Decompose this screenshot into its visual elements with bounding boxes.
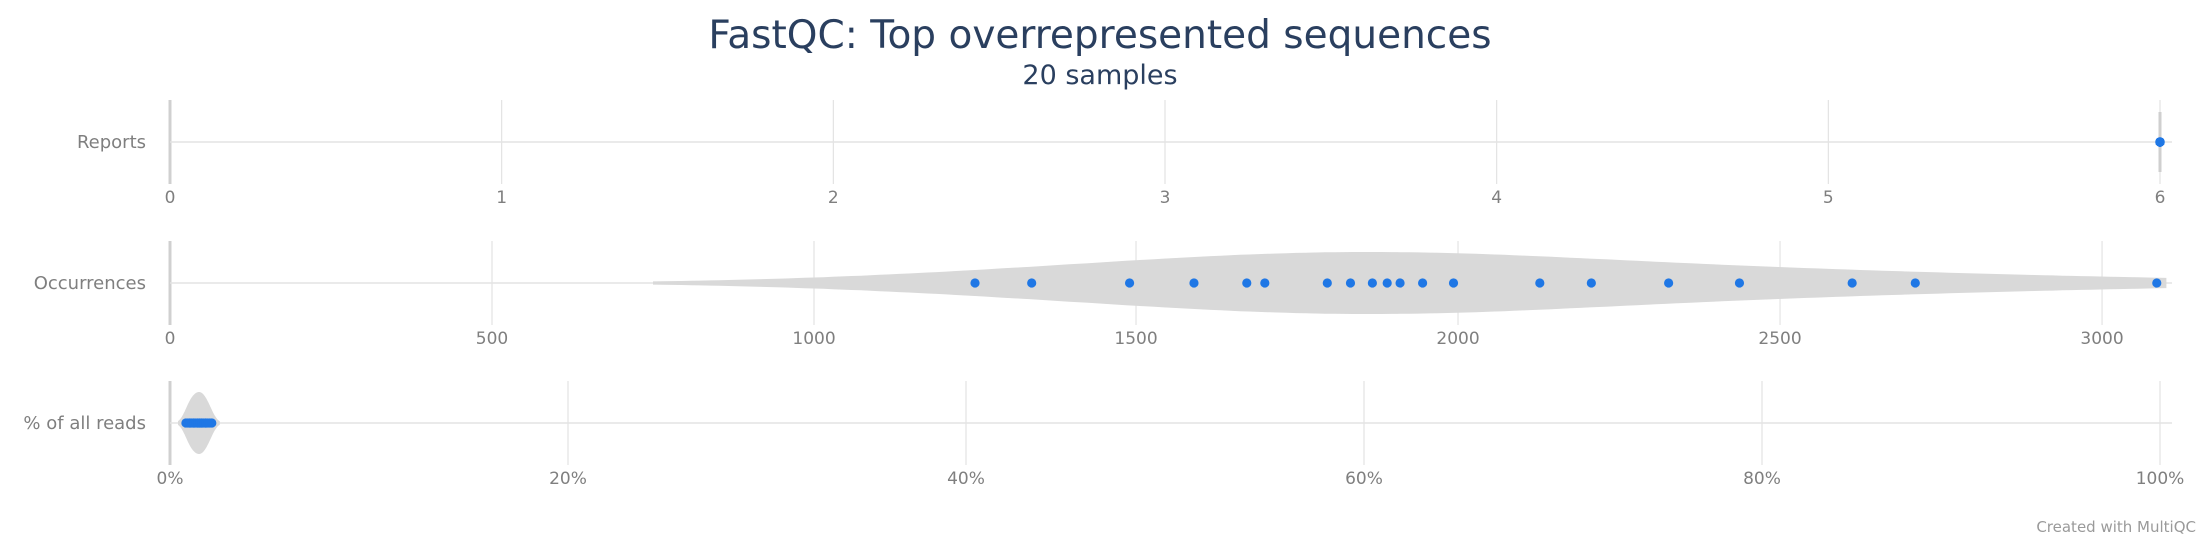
data-point bbox=[1535, 278, 1545, 288]
data-point bbox=[1382, 278, 1392, 288]
tick-label: 3 bbox=[1160, 188, 1171, 208]
row-label: Reports bbox=[77, 132, 146, 153]
chart-subtitle: 20 samples bbox=[1022, 60, 1177, 91]
tick-label: 80% bbox=[1743, 469, 1781, 489]
tick-label: 0% bbox=[157, 469, 184, 489]
tick-label: 2500 bbox=[1758, 329, 1801, 349]
tick-label: 2 bbox=[828, 188, 839, 208]
tick-label: 40% bbox=[947, 469, 985, 489]
tick-label: 5 bbox=[1823, 188, 1834, 208]
panel-1: 0 500 1000 1500 2000 2500 3000 Occurrences bbox=[34, 241, 2172, 349]
data-point bbox=[207, 418, 217, 428]
tick-label: 2000 bbox=[1436, 329, 1479, 349]
data-point bbox=[1586, 278, 1596, 288]
tick-label: 1500 bbox=[1114, 329, 1157, 349]
tick-label: 20% bbox=[549, 469, 587, 489]
panel-0: 0 1 2 3 4 5 6 Reports bbox=[77, 100, 2172, 208]
data-point bbox=[1367, 278, 1377, 288]
data-point bbox=[1418, 278, 1428, 288]
data-point bbox=[1124, 278, 1135, 288]
data-point bbox=[2152, 278, 2162, 288]
tick-label: 3000 bbox=[2080, 329, 2123, 349]
data-point bbox=[2155, 137, 2165, 147]
data-point bbox=[1345, 278, 1356, 288]
tick-label: 4 bbox=[1491, 188, 1502, 208]
chart-title: FastQC: Top overrepresented sequences bbox=[708, 13, 1491, 58]
credit-text: Created with MultiQC bbox=[2036, 518, 2196, 536]
data-point bbox=[1910, 278, 1920, 288]
data-point bbox=[1260, 278, 1270, 288]
row-label: % of all reads bbox=[23, 413, 146, 434]
data-point bbox=[1027, 278, 1037, 288]
tick-label: 6 bbox=[2155, 188, 2166, 208]
data-point bbox=[1189, 278, 1199, 288]
tick-label: 1000 bbox=[792, 329, 835, 349]
tick-label: 0 bbox=[165, 188, 176, 208]
data-point bbox=[1847, 278, 1857, 288]
violin-shape bbox=[653, 252, 2167, 314]
data-point bbox=[1664, 278, 1674, 288]
tick-label: 1 bbox=[496, 188, 507, 208]
tick-label: 0 bbox=[165, 329, 176, 349]
chart-panels: 0 1 2 3 4 5 6 Reports 0 500 1000 1500 2000 2500 3000 Oc… bbox=[23, 100, 2184, 489]
panel-2: 0% 20% 40% 60% 80% 100% % of all reads bbox=[23, 381, 2184, 489]
tick-label: 500 bbox=[476, 329, 508, 349]
row-label: Occurrences bbox=[34, 273, 146, 294]
data-point bbox=[1734, 278, 1745, 288]
data-point bbox=[1242, 278, 1252, 288]
tick-label: 100% bbox=[2136, 469, 2185, 489]
data-point bbox=[1448, 278, 1459, 288]
data-point bbox=[1395, 278, 1405, 288]
tick-label: 60% bbox=[1345, 469, 1383, 489]
data-point bbox=[970, 278, 980, 288]
data-point bbox=[1322, 278, 1332, 288]
